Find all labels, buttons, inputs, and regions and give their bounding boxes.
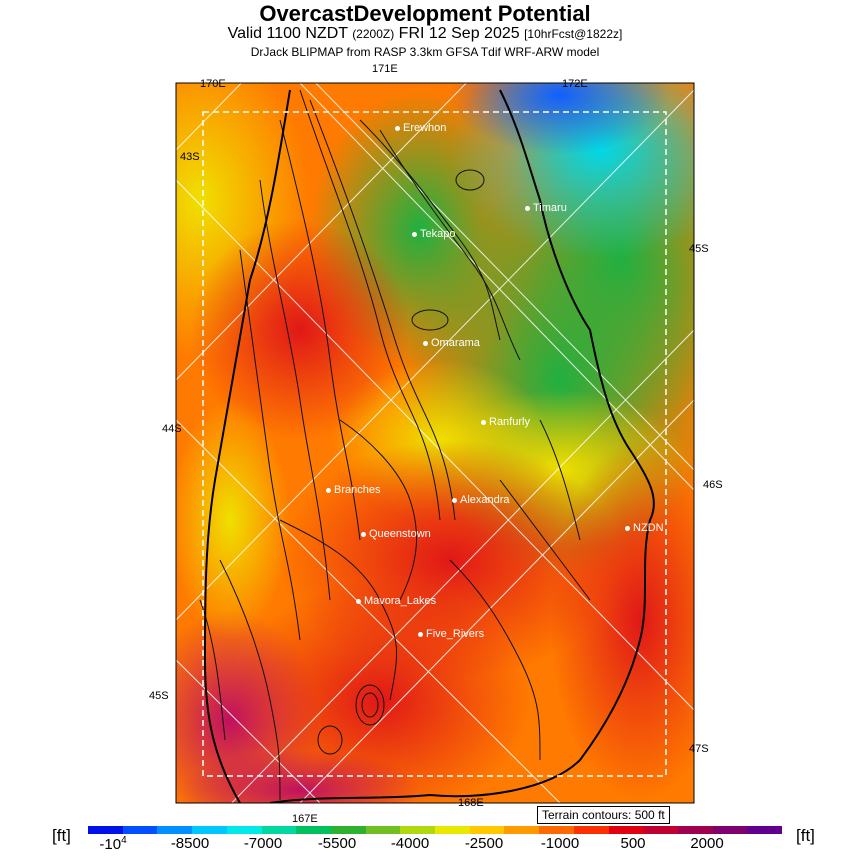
graticule (176, 83, 694, 803)
lon-170-label: 170E (200, 78, 226, 90)
lat-45-left-label: 45S (149, 690, 169, 702)
place-dot (356, 598, 361, 604)
colorbar-swatch (330, 826, 366, 834)
chart-title: OvercastDevelopment Potential (259, 1, 591, 26)
place-marker: Timaru (525, 202, 567, 214)
colorbar-swatch (643, 826, 678, 834)
tick-exponent: 4 (121, 835, 127, 846)
place-marker: NZDN (625, 522, 664, 534)
valid-time-line: Valid 1100 NZDT (2200Z) FRI 12 Sep 2025 … (0, 25, 850, 43)
colorbar-tick-label: -4000 (390, 835, 430, 852)
place-label: Omarama (431, 337, 480, 349)
valid-time-utc: (2200Z) (352, 27, 395, 41)
colorbar-swatch (192, 826, 227, 834)
place-label: Erewhon (403, 122, 447, 134)
lat-47-label: 47S (689, 743, 709, 755)
lat-43-label: 43S (180, 151, 200, 163)
colorbar-swatch (747, 826, 783, 834)
colorbar-swatch (469, 826, 505, 834)
colorbar-tick-label: 2000 (690, 835, 724, 852)
place-dot (326, 487, 331, 493)
place-marker: Tekapo (412, 228, 455, 240)
place-dot (625, 525, 630, 531)
colorbar-swatch (157, 826, 193, 834)
place-marker: Omarama (423, 337, 480, 349)
forecast-info: [10hrFcst@1822z] (524, 27, 623, 41)
colorbar-tick-label: 500 (620, 835, 646, 852)
colorbar-tick-label: -5500 (317, 835, 357, 852)
lon-167-label: 167E (292, 813, 318, 825)
colorbar-tick-label: -2500 (464, 835, 504, 852)
colorbar-swatch (712, 826, 748, 834)
colorbar-tick-label: -104 (99, 835, 126, 853)
colorbar-swatch (435, 826, 470, 834)
place-marker: Queenstown (361, 528, 431, 540)
colorbar-unit-right: [ft] (796, 826, 815, 845)
lon-172-label: 172E (562, 78, 588, 90)
valid-time: Valid 1100 NZDT (227, 25, 348, 42)
colorbar-tick-label: -7000 (243, 835, 283, 852)
place-dot (361, 531, 366, 537)
colorbar-swatch (504, 826, 540, 834)
colorbar-swatch (296, 826, 331, 834)
inner-domain-box (202, 111, 667, 777)
terrain-contours-note: Terrain contours: 500 ft (537, 806, 670, 824)
colorbar-swatch (677, 826, 713, 834)
place-marker: Branches (326, 484, 380, 496)
colorbar-unit-left: [ft] (52, 826, 71, 845)
lat-45-right-label: 45S (689, 243, 709, 255)
coastline (203, 89, 655, 803)
place-marker: Erewhon (395, 122, 446, 134)
lat-46-label: 46S (703, 479, 723, 491)
colorbar-swatch (573, 826, 609, 834)
place-label: NZDN (633, 522, 664, 534)
lon-171-label: 171E (372, 63, 398, 75)
colorbar-swatch (365, 826, 401, 834)
place-dot (418, 631, 423, 637)
terrain-contours (199, 89, 591, 801)
place-label: Alexandra (460, 494, 510, 506)
colorbar-swatch (88, 826, 123, 834)
place-label: Ranfurly (489, 416, 530, 428)
place-dot (395, 125, 400, 131)
place-label: Tekapo (420, 228, 456, 240)
lon-168-label: 168E (458, 797, 484, 809)
place-label: Branches (334, 484, 381, 496)
colorbar-tick-label: -1000 (540, 835, 580, 852)
place-dot (525, 205, 530, 211)
place-dot (423, 340, 428, 346)
place-dot (452, 497, 457, 503)
place-label: Timaru (533, 202, 567, 214)
place-label: Mavora_Lakes (364, 595, 437, 607)
colorbar-swatch (400, 826, 436, 834)
colorbar-swatch (261, 826, 297, 834)
map-frame (175, 82, 695, 804)
model-subtitle: DrJack BLIPMAP from RASP 3.3km GFSA Tdif… (250, 45, 600, 59)
place-marker: Alexandra (452, 494, 510, 506)
colorbar-tick-label: -8500 (170, 835, 210, 852)
colorbar-ticks: -104 -8500 -7000 -5500 -4000 -2500 -1000… (0, 835, 850, 857)
colorbar (88, 826, 783, 834)
place-marker: Ranfurly (481, 416, 530, 428)
tick-base: -10 (99, 836, 122, 853)
place-marker: Five_Rivers (418, 628, 484, 640)
place-dot (481, 419, 486, 425)
lat-44-label: 44S (162, 423, 182, 435)
colorbar-swatch (122, 826, 158, 834)
place-dot (412, 231, 417, 237)
place-marker: Mavora_Lakes (356, 595, 436, 607)
colorbar-swatch (608, 826, 644, 834)
field-shading (176, 83, 694, 803)
valid-date: FRI 12 Sep 2025 (398, 25, 520, 42)
place-label: Queenstown (369, 528, 431, 540)
place-label: Five_Rivers (426, 628, 485, 640)
colorbar-swatch (539, 826, 574, 834)
colorbar-swatch (226, 826, 262, 834)
